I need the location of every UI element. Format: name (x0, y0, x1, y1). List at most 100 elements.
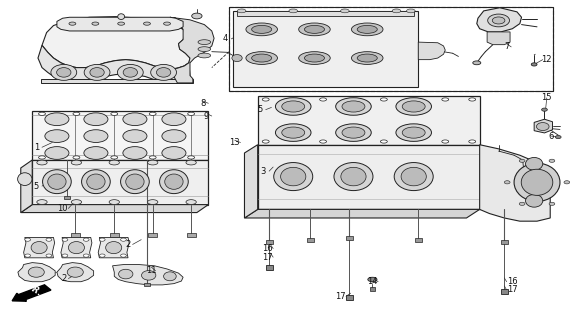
Ellipse shape (198, 40, 210, 44)
Ellipse shape (99, 238, 105, 241)
Ellipse shape (469, 98, 476, 101)
Ellipse shape (71, 160, 82, 165)
Ellipse shape (342, 101, 365, 112)
Ellipse shape (281, 167, 306, 186)
Ellipse shape (526, 176, 543, 189)
Polygon shape (32, 160, 208, 204)
Ellipse shape (320, 98, 327, 101)
Ellipse shape (186, 200, 196, 204)
Ellipse shape (18, 173, 32, 186)
Ellipse shape (198, 53, 210, 58)
Ellipse shape (117, 64, 143, 80)
Polygon shape (477, 8, 522, 32)
Polygon shape (237, 11, 413, 16)
Ellipse shape (519, 159, 525, 162)
Ellipse shape (402, 127, 425, 138)
Ellipse shape (121, 170, 150, 194)
Ellipse shape (252, 54, 272, 62)
Ellipse shape (526, 195, 543, 207)
Ellipse shape (148, 200, 158, 204)
Text: 5: 5 (33, 182, 39, 191)
Polygon shape (307, 238, 314, 242)
Ellipse shape (564, 181, 570, 184)
Text: 5: 5 (258, 105, 263, 114)
FancyArrow shape (12, 285, 51, 301)
Ellipse shape (252, 25, 272, 33)
Ellipse shape (275, 98, 311, 115)
Polygon shape (487, 32, 510, 45)
Ellipse shape (320, 140, 327, 143)
Ellipse shape (262, 140, 269, 143)
Ellipse shape (25, 254, 30, 257)
Ellipse shape (28, 267, 44, 277)
Ellipse shape (126, 174, 144, 189)
Ellipse shape (442, 98, 448, 101)
Ellipse shape (187, 112, 194, 116)
Polygon shape (266, 265, 273, 270)
Ellipse shape (237, 9, 246, 13)
Ellipse shape (37, 160, 47, 165)
Ellipse shape (381, 98, 388, 101)
Text: 12: 12 (542, 55, 552, 64)
Ellipse shape (62, 238, 68, 241)
Ellipse shape (381, 140, 388, 143)
Polygon shape (501, 289, 508, 294)
Ellipse shape (549, 202, 555, 205)
Ellipse shape (504, 181, 510, 184)
Ellipse shape (298, 23, 330, 36)
Ellipse shape (357, 25, 377, 33)
Polygon shape (38, 45, 190, 83)
Ellipse shape (37, 200, 47, 204)
Ellipse shape (48, 174, 66, 189)
Ellipse shape (121, 238, 126, 241)
Ellipse shape (45, 147, 69, 159)
Ellipse shape (340, 9, 349, 13)
Polygon shape (370, 287, 375, 291)
Text: 1: 1 (33, 143, 39, 152)
Ellipse shape (141, 270, 156, 280)
Polygon shape (57, 263, 94, 282)
Ellipse shape (46, 238, 52, 241)
Ellipse shape (68, 242, 85, 254)
Ellipse shape (150, 112, 156, 116)
Polygon shape (57, 17, 183, 31)
Polygon shape (18, 263, 55, 282)
Ellipse shape (123, 113, 147, 125)
Ellipse shape (488, 14, 509, 27)
Ellipse shape (56, 68, 71, 77)
Ellipse shape (342, 127, 365, 138)
Text: 3: 3 (260, 167, 266, 176)
Ellipse shape (165, 174, 183, 189)
Text: 17: 17 (262, 253, 273, 262)
Polygon shape (346, 236, 353, 240)
Polygon shape (244, 145, 258, 218)
Ellipse shape (83, 254, 89, 257)
Polygon shape (346, 295, 353, 300)
Ellipse shape (275, 124, 311, 141)
Text: 9: 9 (204, 112, 209, 121)
Ellipse shape (304, 54, 324, 62)
Ellipse shape (123, 68, 137, 77)
Text: 8: 8 (200, 99, 205, 108)
Ellipse shape (164, 22, 170, 25)
Ellipse shape (118, 14, 125, 20)
Ellipse shape (123, 147, 147, 159)
Ellipse shape (150, 156, 156, 159)
Ellipse shape (396, 98, 431, 115)
Polygon shape (534, 119, 553, 133)
Ellipse shape (351, 52, 383, 64)
Polygon shape (266, 240, 273, 244)
Ellipse shape (246, 52, 278, 64)
Ellipse shape (84, 147, 108, 159)
Ellipse shape (164, 272, 176, 281)
Ellipse shape (469, 140, 476, 143)
Ellipse shape (442, 140, 448, 143)
Ellipse shape (69, 22, 76, 25)
Polygon shape (71, 233, 80, 237)
Polygon shape (21, 160, 32, 212)
Ellipse shape (62, 254, 68, 257)
Ellipse shape (336, 124, 371, 141)
Polygon shape (98, 237, 129, 258)
Ellipse shape (304, 25, 324, 33)
Polygon shape (61, 237, 92, 258)
